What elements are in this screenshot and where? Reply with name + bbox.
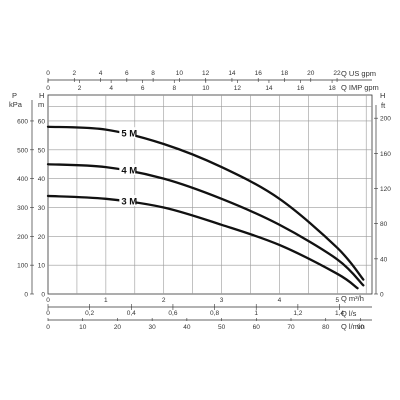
pressure-tick-label: 0 bbox=[24, 292, 28, 299]
head-m-tick-label: 40 bbox=[38, 176, 46, 183]
top-us-tick-label: 12 bbox=[202, 70, 210, 77]
curve-label-background bbox=[119, 194, 136, 206]
head-m-tick-label: 30 bbox=[38, 205, 46, 212]
top-us-tick-label: 22 bbox=[333, 70, 341, 77]
lmin-tick-label: 50 bbox=[218, 324, 226, 331]
lmin-tick-label: 90 bbox=[357, 324, 365, 331]
top-imp-tick-label: 16 bbox=[297, 85, 305, 92]
ls-tick-label: 1 bbox=[254, 310, 258, 317]
top-us-tick-label: 18 bbox=[281, 70, 289, 77]
head-m-tick-label: 10 bbox=[38, 263, 46, 270]
pressure-axis-p-label: P bbox=[12, 91, 17, 100]
top-us-tick-label: 6 bbox=[125, 70, 129, 77]
lmin-tick-label: 10 bbox=[79, 324, 87, 331]
head-ft-tick-label: 80 bbox=[380, 221, 388, 228]
head-m-tick-label: 20 bbox=[38, 234, 46, 241]
top-us-tick-label: 10 bbox=[176, 70, 184, 77]
ls-tick-label: 1,2 bbox=[293, 310, 302, 317]
curve-label-3m: 3 M bbox=[121, 196, 137, 207]
head-ft-axis-unit-label: ft bbox=[381, 101, 386, 110]
top-us-tick-label: 4 bbox=[99, 70, 103, 77]
ls-tick-label: 0,4 bbox=[127, 310, 136, 317]
head-ft-tick-label: 0 bbox=[380, 292, 384, 299]
lmin-tick-label: 30 bbox=[149, 324, 157, 331]
main-x-axis-label: Q m³/h bbox=[341, 294, 364, 303]
top-imp-tick-label: 14 bbox=[265, 85, 273, 92]
lmin-tick-label: 80 bbox=[322, 324, 330, 331]
curve-label-5m: 5 M bbox=[121, 129, 137, 140]
top-us-tick-label: 20 bbox=[307, 70, 315, 77]
curve-3m bbox=[46, 194, 359, 290]
curve-label-background bbox=[119, 127, 136, 139]
head-m-tick-label: 50 bbox=[38, 147, 46, 154]
lmin-tick-label: 70 bbox=[287, 324, 295, 331]
head-m-tick-label: 60 bbox=[38, 118, 46, 125]
top-imp-tick-label: 0 bbox=[46, 85, 50, 92]
head-m-tick-label: 0 bbox=[41, 292, 45, 299]
curve-label-4m: 4 M bbox=[121, 165, 137, 176]
pressure-axis-unit-label: kPa bbox=[9, 100, 23, 109]
top-us-axis-label: Q US gpm bbox=[341, 69, 376, 78]
curve-4m bbox=[46, 163, 365, 287]
ls-axis-label: Q l/s bbox=[341, 309, 357, 318]
main-x-tick-label: 2 bbox=[162, 297, 166, 304]
ls-tick-label: 0,6 bbox=[168, 310, 177, 317]
pressure-tick-label: 200 bbox=[17, 234, 28, 241]
top-us-tick-label: 14 bbox=[228, 70, 236, 77]
grid bbox=[47, 94, 373, 295]
pressure-tick-label: 500 bbox=[17, 147, 28, 154]
head-ft-tick-label: 200 bbox=[380, 116, 391, 123]
top-imp-tick-label: 6 bbox=[141, 85, 145, 92]
top-imp-tick-label: 4 bbox=[109, 85, 113, 92]
top-imp-axis-label: Q IMP gpm bbox=[341, 83, 379, 92]
curve-5m bbox=[46, 125, 365, 281]
axes: 0 2 4 6 8 10 12 14 16 18 20 220 2 4 6 8 10 12 14 16 180 1 2 3 4 5… bbox=[17, 70, 391, 331]
performance-curves bbox=[46, 125, 365, 290]
top-imp-tick-label: 2 bbox=[78, 85, 82, 92]
pressure-tick-label: 300 bbox=[17, 205, 28, 212]
ls-tick-label: 0,8 bbox=[210, 310, 219, 317]
top-imp-tick-label: 12 bbox=[234, 85, 242, 92]
main-x-tick-label: 5 bbox=[335, 297, 339, 304]
top-imp-tick-label: 18 bbox=[328, 85, 336, 92]
head-ft-axis-h-label: H bbox=[380, 91, 385, 100]
lmin-tick-label: 0 bbox=[46, 324, 50, 331]
head-ft-tick-label: 160 bbox=[380, 151, 391, 158]
ls-tick-label: 1,4 bbox=[335, 310, 344, 317]
head-ft-tick-label: 40 bbox=[380, 256, 388, 263]
top-imp-tick-label: 10 bbox=[202, 85, 210, 92]
main-x-tick-label: 4 bbox=[278, 297, 282, 304]
top-us-tick-label: 0 bbox=[46, 70, 50, 77]
lmin-tick-label: 60 bbox=[253, 324, 261, 331]
lmin-axis-label: Q l/min bbox=[341, 322, 365, 331]
curve-label-background bbox=[119, 163, 136, 175]
plot-frame bbox=[47, 94, 373, 295]
main-x-tick-label: 0 bbox=[46, 297, 50, 304]
top-us-tick-label: 8 bbox=[151, 70, 155, 77]
main-x-tick-label: 3 bbox=[220, 297, 224, 304]
head-m-axis-unit-label: m bbox=[38, 100, 44, 109]
pressure-tick-label: 400 bbox=[17, 176, 28, 183]
pressure-tick-label: 100 bbox=[17, 263, 28, 270]
top-us-tick-label: 16 bbox=[255, 70, 263, 77]
pressure-tick-label: 600 bbox=[17, 118, 28, 125]
lmin-tick-label: 20 bbox=[114, 324, 122, 331]
head-ft-tick-label: 120 bbox=[380, 186, 391, 193]
ls-tick-label: 0,2 bbox=[85, 310, 94, 317]
lmin-tick-label: 40 bbox=[183, 324, 191, 331]
top-us-tick-label: 2 bbox=[72, 70, 76, 77]
ls-tick-label: 0 bbox=[46, 310, 50, 317]
head-m-axis-h-label: H bbox=[39, 91, 44, 100]
main-x-tick-label: 1 bbox=[104, 297, 108, 304]
top-imp-tick-label: 8 bbox=[172, 85, 176, 92]
